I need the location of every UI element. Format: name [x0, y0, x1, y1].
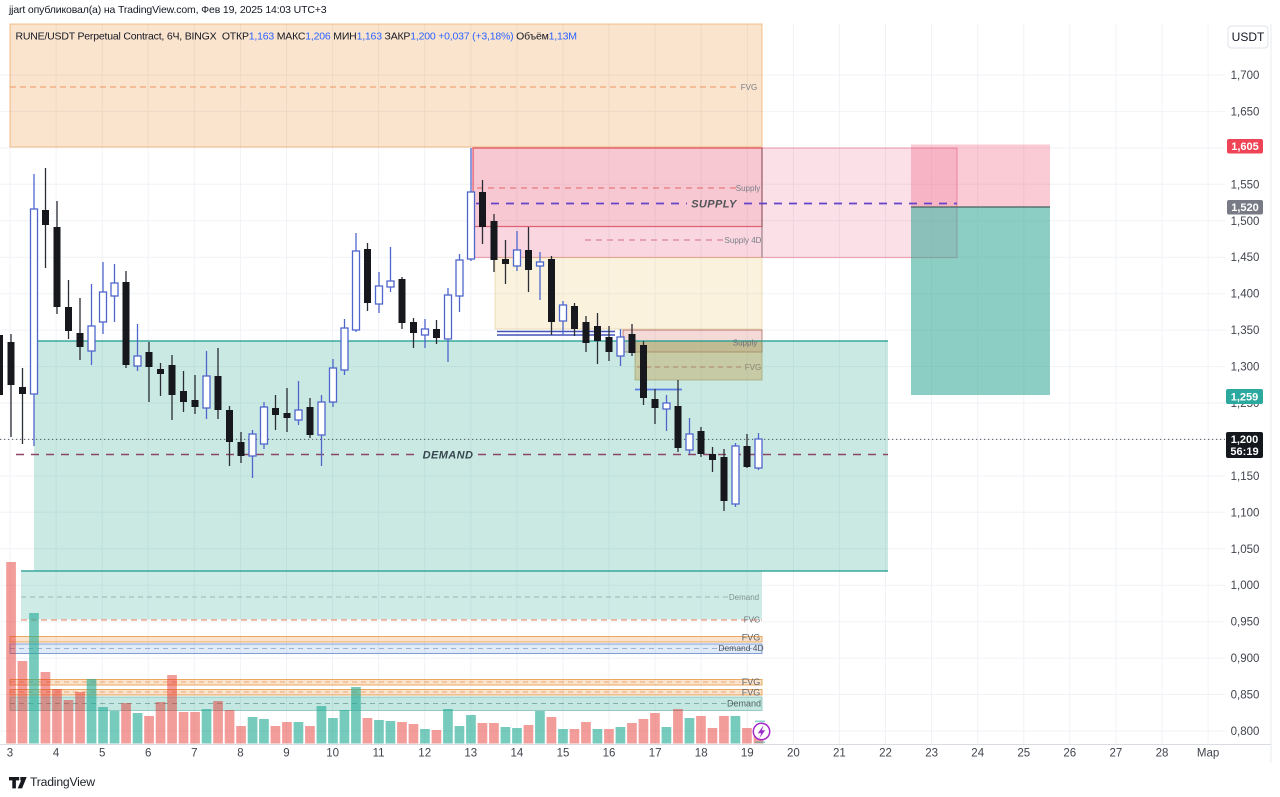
- svg-text:1,700: 1,700: [1231, 70, 1260, 82]
- svg-text:Supply: Supply: [733, 339, 757, 348]
- svg-text:6: 6: [145, 748, 151, 760]
- svg-text:15: 15: [557, 748, 570, 760]
- svg-text:FVG: FVG: [745, 363, 761, 372]
- svg-text:FVG: FVG: [742, 677, 761, 687]
- svg-text:TradingView: TradingView: [30, 775, 95, 789]
- svg-text:DEMAND: DEMAND: [423, 450, 474, 462]
- svg-text:Demand: Demand: [729, 593, 759, 602]
- svg-text:Demand 4D: Demand 4D: [718, 643, 763, 653]
- svg-text:13: 13: [464, 748, 477, 760]
- svg-text:0,850: 0,850: [1231, 690, 1260, 702]
- svg-text:1,500: 1,500: [1231, 216, 1260, 228]
- svg-text:jjart опубликовал(а) на Tradin: jjart опубликовал(а) на TradingView.com,…: [8, 4, 327, 16]
- svg-text:FVG: FVG: [744, 616, 760, 625]
- svg-text:1,000: 1,000: [1231, 580, 1260, 592]
- svg-text:FVG: FVG: [742, 633, 761, 643]
- svg-text:8: 8: [237, 748, 243, 760]
- svg-text:7: 7: [191, 748, 197, 760]
- svg-text:3: 3: [7, 748, 13, 760]
- svg-text:Demand: Demand: [727, 699, 761, 709]
- svg-text:11: 11: [373, 748, 385, 760]
- svg-text:26: 26: [1063, 748, 1076, 760]
- svg-text:0,800: 0,800: [1231, 726, 1260, 738]
- svg-text:27: 27: [1110, 748, 1123, 760]
- svg-text:1,300: 1,300: [1231, 362, 1260, 374]
- svg-text:14: 14: [511, 748, 524, 760]
- svg-text:1,450: 1,450: [1231, 252, 1260, 264]
- svg-text:17: 17: [649, 748, 662, 760]
- svg-text:10: 10: [326, 748, 339, 760]
- svg-text:1,400: 1,400: [1231, 289, 1260, 301]
- svg-text:4: 4: [53, 748, 60, 760]
- svg-text:1,605: 1,605: [1231, 141, 1259, 153]
- svg-text:Мар: Мар: [1197, 748, 1220, 760]
- svg-text:Supply: Supply: [736, 184, 760, 193]
- svg-text:1,650: 1,650: [1231, 106, 1260, 118]
- svg-text:19: 19: [741, 748, 754, 760]
- svg-text:12: 12: [418, 748, 431, 760]
- svg-text:22: 22: [879, 748, 892, 760]
- svg-text:5: 5: [99, 748, 105, 760]
- svg-text:USDT: USDT: [1232, 30, 1265, 44]
- svg-text:1,200: 1,200: [1231, 434, 1259, 446]
- svg-text:25: 25: [1017, 748, 1030, 760]
- svg-text:24: 24: [971, 748, 984, 760]
- svg-text:1,150: 1,150: [1231, 471, 1260, 483]
- svg-text:0,950: 0,950: [1231, 617, 1260, 629]
- svg-text:1,520: 1,520: [1231, 202, 1259, 214]
- svg-text:Supply 4D: Supply 4D: [725, 236, 762, 245]
- svg-text:9: 9: [283, 748, 289, 760]
- svg-text:SUPPLY: SUPPLY: [691, 199, 738, 211]
- svg-text:23: 23: [925, 748, 938, 760]
- svg-text:FVG: FVG: [742, 688, 761, 698]
- svg-text:18: 18: [695, 748, 708, 760]
- svg-text:20: 20: [787, 748, 800, 760]
- svg-text:56:19: 56:19: [1230, 446, 1258, 458]
- svg-text:16: 16: [603, 748, 616, 760]
- svg-text:1,100: 1,100: [1231, 507, 1260, 519]
- svg-text:28: 28: [1156, 748, 1169, 760]
- svg-text:1,259: 1,259: [1231, 392, 1259, 404]
- svg-text:0,900: 0,900: [1231, 653, 1260, 665]
- svg-text:RUNE/USDT Perpetual Contract,: RUNE/USDT Perpetual Contract, 6Ч, BINGX …: [16, 31, 577, 43]
- svg-text:1,350: 1,350: [1231, 325, 1260, 337]
- svg-text:1,550: 1,550: [1231, 179, 1260, 191]
- svg-text:21: 21: [833, 748, 846, 760]
- svg-text:1,050: 1,050: [1231, 544, 1260, 556]
- svg-text:FVG: FVG: [741, 83, 757, 92]
